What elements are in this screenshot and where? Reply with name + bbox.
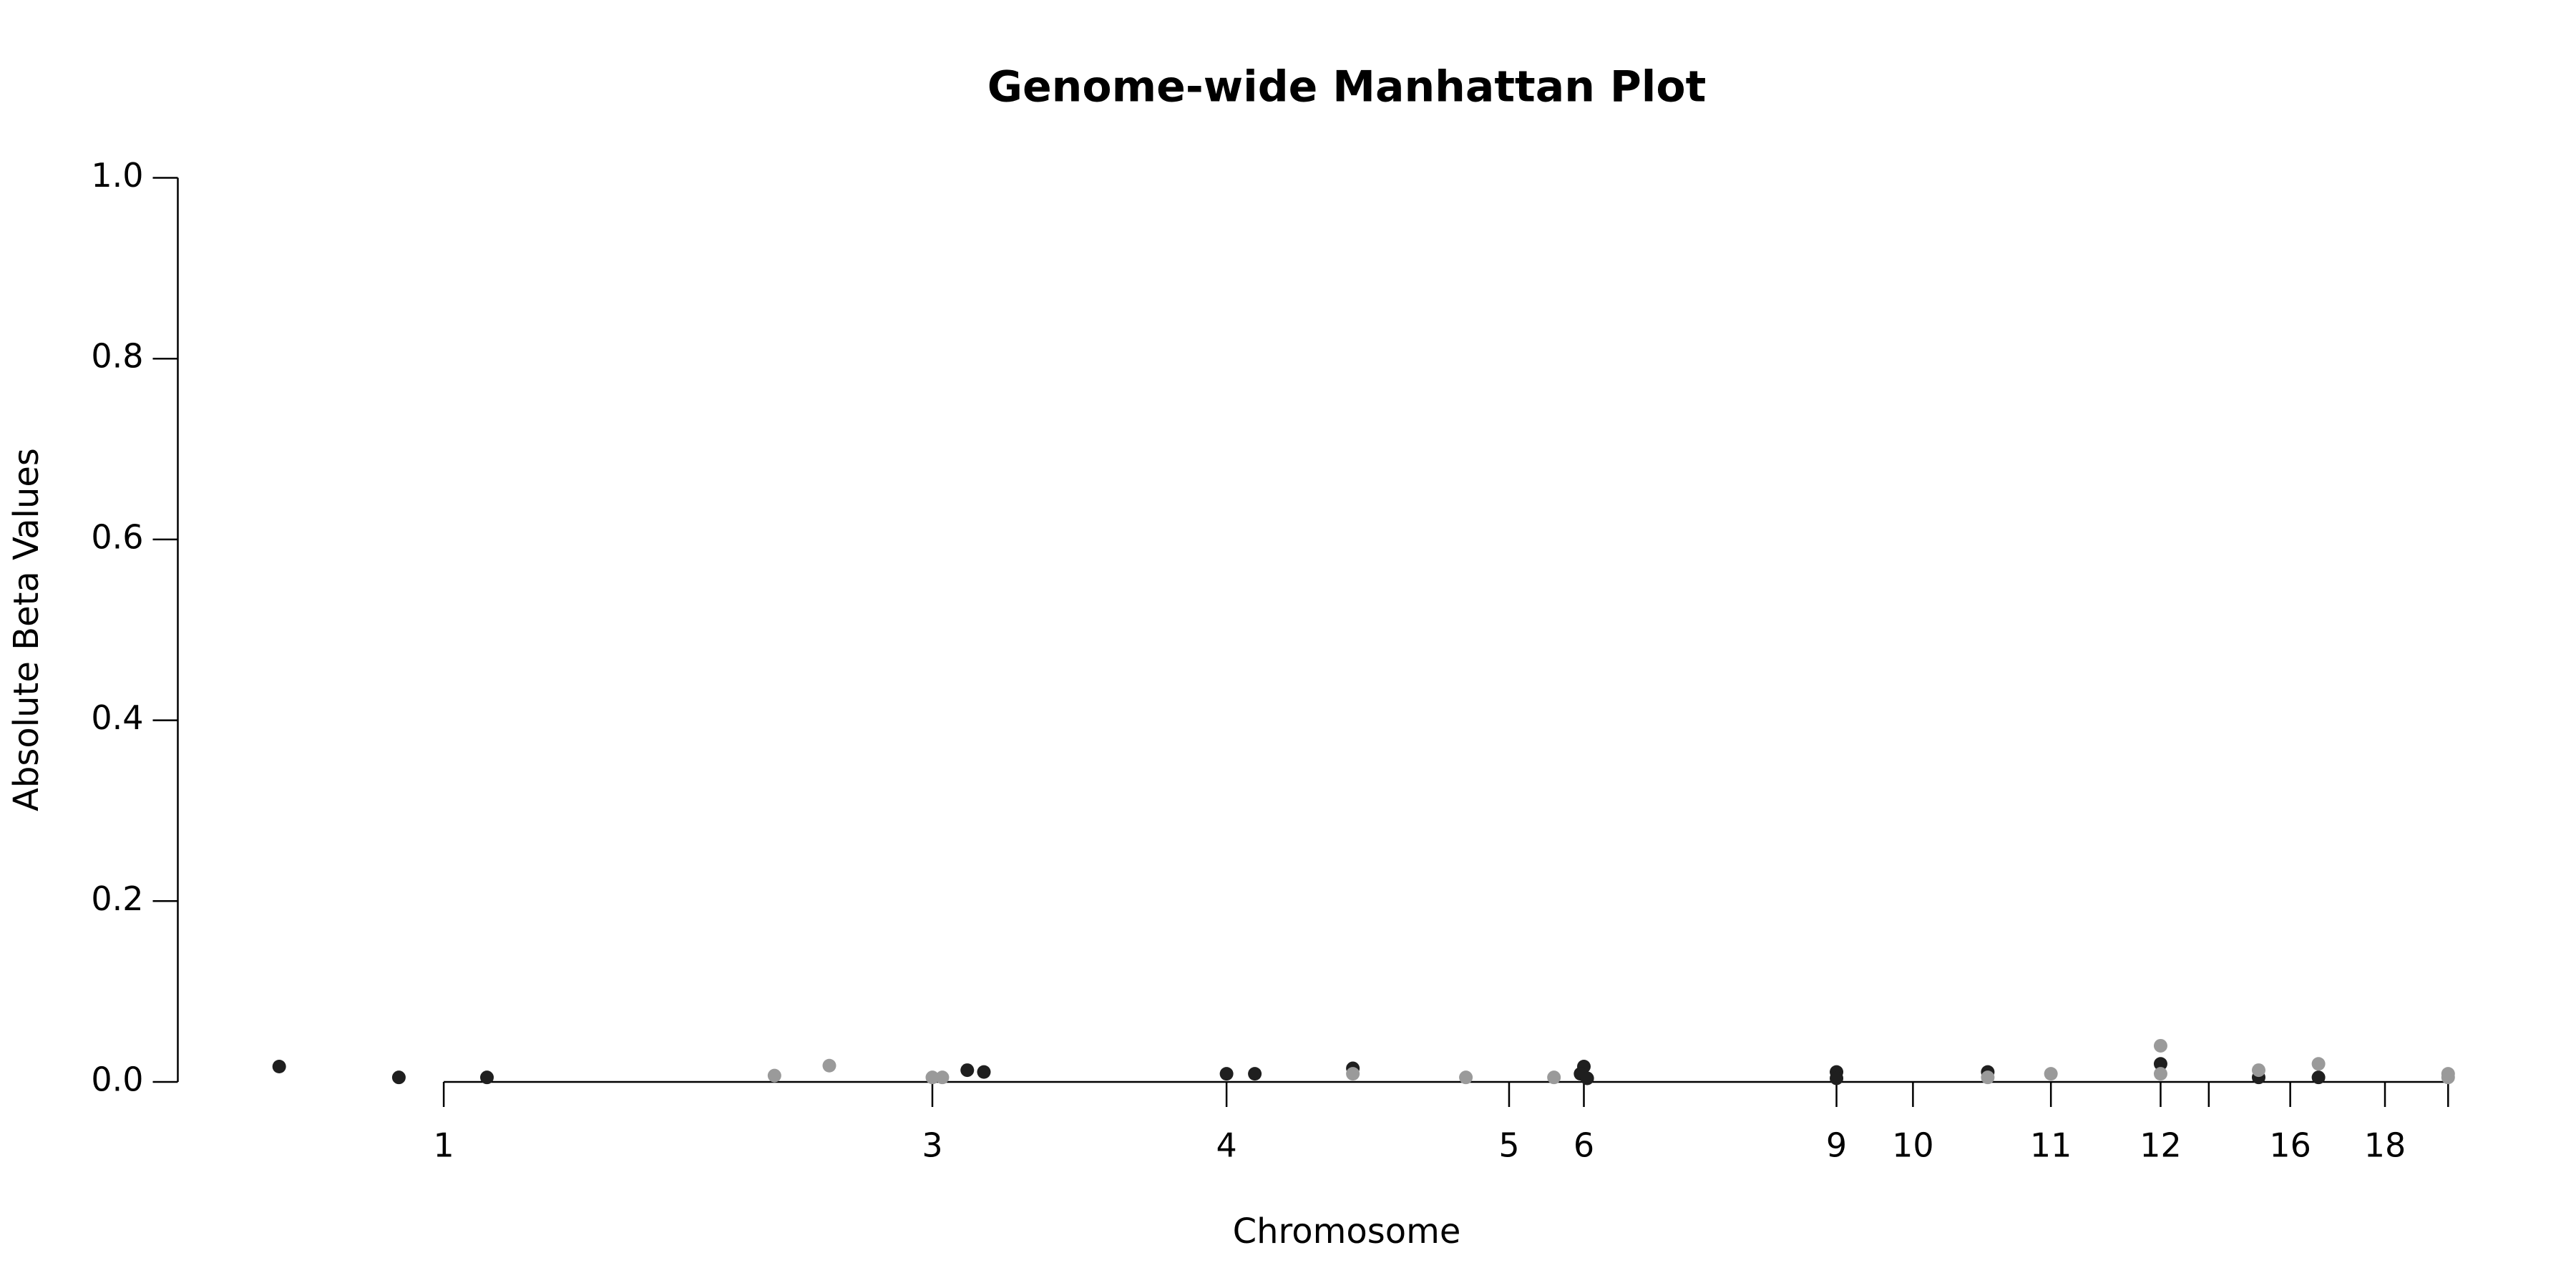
point xyxy=(1346,1067,1360,1081)
point xyxy=(960,1063,975,1078)
x-tick-label: 9 xyxy=(1826,1126,1847,1165)
point xyxy=(1547,1070,1561,1085)
point xyxy=(925,1070,940,1085)
x-tick-label: 18 xyxy=(2364,1126,2406,1165)
point xyxy=(2441,1070,2455,1085)
y-tick-label: 0.0 xyxy=(91,1060,143,1099)
point xyxy=(822,1058,836,1073)
point xyxy=(935,1070,950,1085)
y-tick-label: 1.0 xyxy=(91,156,143,195)
y-tick-label: 0.2 xyxy=(91,879,143,918)
point xyxy=(480,1070,494,1085)
x-tick-label: 3 xyxy=(922,1126,942,1165)
point xyxy=(1219,1067,1234,1081)
point xyxy=(767,1068,781,1083)
x-axis-label: Chromosome xyxy=(1233,1211,1461,1252)
point xyxy=(2252,1063,2266,1078)
point xyxy=(2153,1057,2167,1071)
x-tick-label: 12 xyxy=(2140,1126,2182,1165)
x-tick-label: 1 xyxy=(433,1126,454,1165)
point xyxy=(391,1070,406,1085)
point xyxy=(2311,1057,2326,1071)
point xyxy=(1459,1070,1473,1085)
chart-title: Genome-wide Manhattan Plot xyxy=(987,62,1707,112)
x-tick-label: 16 xyxy=(2269,1126,2311,1165)
point xyxy=(272,1060,286,1074)
point xyxy=(1248,1067,1262,1081)
y-axis-label: Absolute Beta Values xyxy=(6,448,47,811)
x-tick-label: 6 xyxy=(1574,1126,1594,1165)
point xyxy=(1830,1071,1844,1085)
x-tick-label: 11 xyxy=(2030,1126,2072,1165)
point xyxy=(2153,1067,2167,1081)
x-tick-label: 5 xyxy=(1498,1126,1519,1165)
point xyxy=(2044,1067,2058,1081)
point xyxy=(1580,1071,1594,1085)
point xyxy=(2311,1070,2326,1085)
x-tick-label: 10 xyxy=(1892,1126,1934,1165)
x-tick-label: 4 xyxy=(1216,1126,1236,1165)
point xyxy=(977,1065,991,1079)
point xyxy=(2153,1038,2167,1053)
y-tick-label: 0.4 xyxy=(91,698,143,737)
point xyxy=(1981,1070,1995,1085)
y-tick-label: 0.8 xyxy=(91,337,143,376)
y-tick-label: 0.6 xyxy=(91,517,143,556)
